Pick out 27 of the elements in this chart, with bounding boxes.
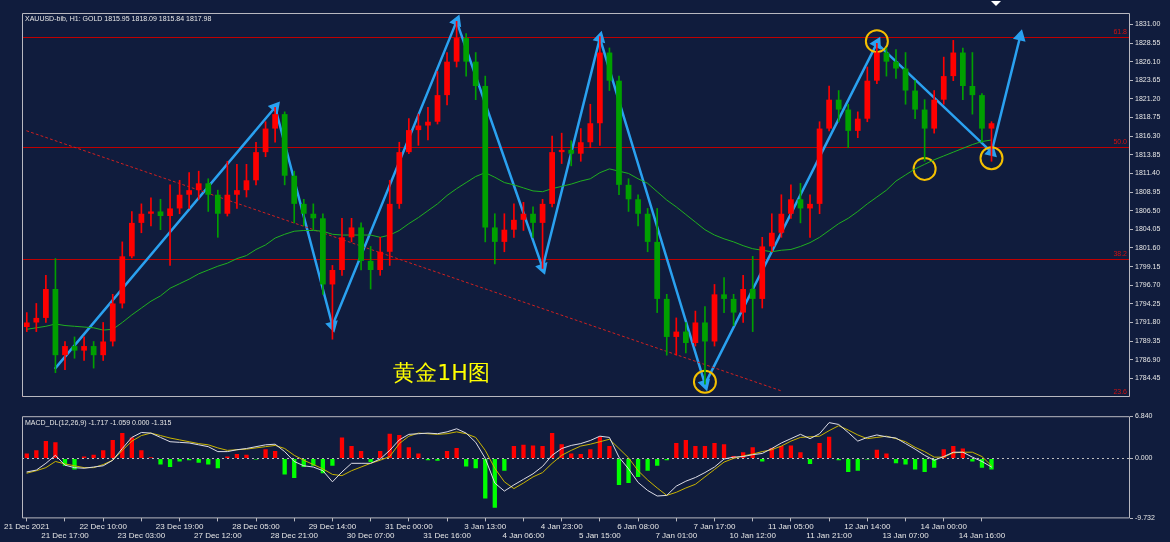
x-tick-label: 21 Dec 17:00 (41, 530, 90, 540)
x-tick-label: 4 Jan 06:00 (502, 530, 545, 540)
x-tick-label: 28 Dec 05:00 (232, 522, 281, 531)
x-tick-label: 27 Dec 12:00 (194, 530, 243, 540)
x-tick-label: 31 Dec 16:00 (423, 530, 472, 540)
x-tick-label: 5 Jan 15:00 (578, 530, 622, 540)
x-tick-label: 11 Jan 05:00 (768, 522, 815, 531)
annotation: 黄金1H图 (393, 360, 490, 385)
x-tick-label: 23 Dec 19:00 (155, 522, 204, 531)
x-tick-label: 6 Jan 08:00 (617, 522, 660, 531)
x-tick-label: 21 Dec 2021 (4, 522, 51, 531)
x-tick-label: 29 Dec 14:00 (308, 522, 357, 531)
x-tick-label: 22 Dec 10:00 (79, 522, 128, 531)
x-tick-label: 3 Jan 13:00 (464, 522, 507, 531)
x-tick-label: 30 Dec 07:00 (346, 530, 395, 540)
x-tick-label: 4 Jan 23:00 (540, 522, 584, 531)
x-tick-label: 31 Dec 00:00 (385, 522, 434, 531)
x-tick-label: 7 Jan 01:00 (655, 530, 698, 540)
x-tick-label: 10 Jan 12:00 (729, 530, 777, 540)
x-tick-label: 12 Jan 14:00 (844, 522, 892, 531)
x-tick-label: 14 Jan 16:00 (958, 530, 1006, 540)
x-tick-label: 23 Dec 03:00 (117, 530, 166, 540)
x-tick-label: 13 Jan 07:00 (882, 530, 930, 540)
x-tick-label: 28 Dec 21:00 (270, 530, 319, 540)
x-tick-label: 11 Jan 21:00 (806, 530, 853, 540)
x-tick-label: 7 Jan 17:00 (693, 522, 736, 531)
x-tick-label: 14 Jan 00:00 (920, 522, 968, 531)
